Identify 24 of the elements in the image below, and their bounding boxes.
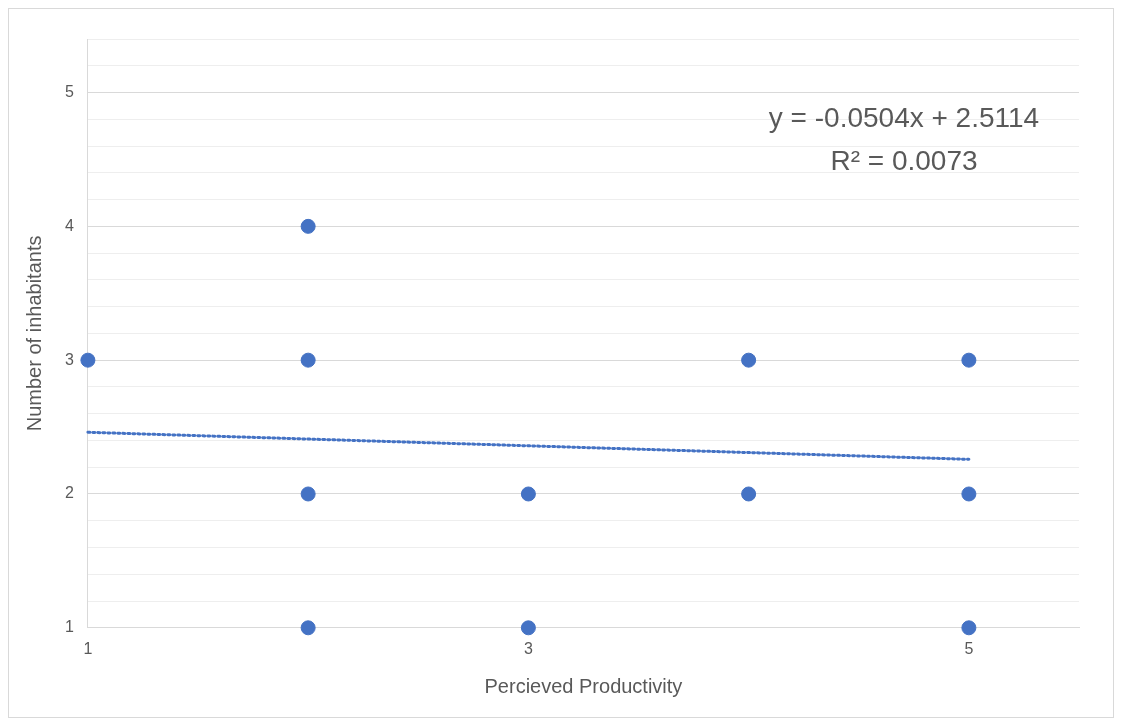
point (300, 486, 316, 502)
point (741, 352, 757, 368)
y-axis-title: Number of inhabitants (22, 235, 45, 432)
point (520, 486, 536, 502)
point (961, 352, 977, 368)
point (300, 620, 316, 636)
x-axis-title: Percieved Productivity (484, 674, 683, 697)
point (300, 218, 316, 234)
y-tick-label: 2 (64, 484, 74, 502)
annotation: R² = 0.0073 (830, 144, 978, 176)
y-tick-label: 3 (64, 350, 74, 368)
y-tick-label: 5 (64, 82, 74, 100)
x-tick-label: 5 (964, 639, 974, 657)
point (300, 352, 316, 368)
point (961, 620, 977, 636)
x-tick-label: 3 (523, 639, 533, 657)
x-tick-label: 1 (83, 639, 93, 657)
point (961, 486, 977, 502)
point (520, 620, 536, 636)
point (80, 352, 96, 368)
y-tick-label: 4 (64, 216, 74, 234)
y-tick-label: 1 (64, 618, 74, 636)
point (741, 486, 757, 502)
annotation: y = -0.0504x + 2.5114 (768, 101, 1040, 133)
